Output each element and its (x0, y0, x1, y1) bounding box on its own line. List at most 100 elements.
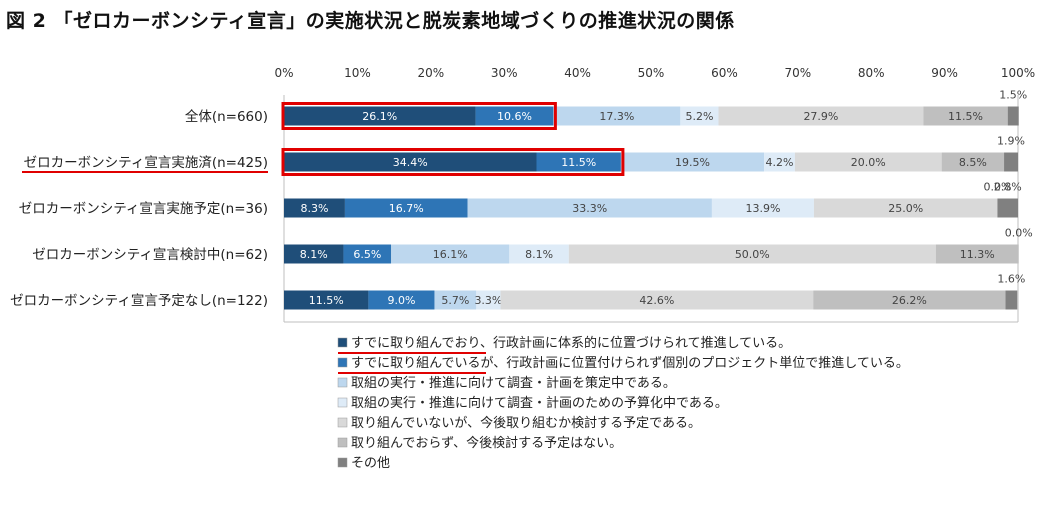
data-label: 0.0% (1005, 227, 1033, 240)
legend-label: 取組の実行・推進に向けて調査・計画のための予算化中である。 (351, 395, 728, 411)
legend-swatch (337, 437, 348, 448)
data-label: 50.0% (735, 248, 770, 261)
bar-segment (284, 198, 345, 218)
bar-segment (718, 106, 924, 126)
data-label: 13.9% (745, 202, 780, 215)
bar-segment (434, 290, 477, 310)
bar-segment (935, 244, 1019, 264)
legend-label: 取り組んでいないが、今後取り組むか検討する予定である。 (351, 415, 701, 431)
category-label: ゼロカーボンシティ宣言実施予定(n=36) (19, 201, 268, 217)
data-label: 0.0% (983, 181, 1011, 194)
legend-swatch (337, 377, 348, 388)
bar-segment (1004, 152, 1018, 172)
x-tick-label: 60% (711, 66, 738, 80)
x-tick-label: 40% (564, 66, 591, 80)
x-tick-label: 70% (784, 66, 811, 80)
bar-segment (343, 244, 392, 264)
figure-title: 図 2 「ゼロカーボンシティ宣言」の実施状況と脱炭素地域づくりの推進状況の関係 (6, 10, 735, 32)
bar-segment (997, 198, 1018, 218)
data-label: 19.5% (675, 156, 710, 169)
bar-segment (475, 106, 554, 126)
bar-segment (368, 290, 435, 310)
data-label: 17.3% (599, 110, 634, 123)
data-label: 8.3% (300, 202, 328, 215)
legend-swatch (337, 457, 348, 468)
bar-segment (500, 290, 814, 310)
legend-label: すでに取り組んでおり、行政計画に体系的に位置づけられて推進している。 (351, 335, 791, 351)
data-label: 4.2% (765, 156, 793, 169)
bar-segment (284, 290, 369, 310)
bar-segment (284, 152, 537, 172)
legend-label: 取り組んでおらず、今後検討する予定はない。 (351, 435, 622, 451)
data-label: 16.1% (433, 248, 468, 261)
data-label: 11.5% (948, 110, 983, 123)
data-label: 34.4% (393, 156, 428, 169)
bar-segment (923, 106, 1008, 126)
data-label: 9.0% (387, 294, 415, 307)
data-label: 1.5% (999, 89, 1027, 102)
legend-swatch (337, 337, 348, 348)
data-label: 5.7% (441, 294, 469, 307)
data-label: 8.5% (959, 156, 987, 169)
x-tick-label: 30% (491, 66, 518, 80)
bar-segment (711, 198, 814, 218)
x-tick-label: 20% (417, 66, 444, 80)
highlight-box (281, 102, 557, 130)
data-label: 27.9% (803, 110, 838, 123)
data-label: 1.6% (997, 273, 1025, 286)
data-label: 2.8% (994, 181, 1022, 194)
highlight-box (281, 148, 625, 176)
x-tick-label: 100% (1001, 66, 1035, 80)
x-tick-label: 0% (274, 66, 293, 80)
bar-segment (568, 244, 936, 264)
data-label: 16.7% (389, 202, 424, 215)
bar-segment (813, 290, 1006, 310)
bar-segment (344, 198, 468, 218)
bar-segment (476, 290, 501, 310)
bar-segment (536, 152, 621, 172)
data-label: 5.2% (685, 110, 713, 123)
bar-segment (794, 152, 942, 172)
category-label: ゼロカーボンシティ宣言実施済(n=425) (24, 155, 268, 171)
data-label: 26.2% (892, 294, 927, 307)
data-label: 11.3% (960, 248, 995, 261)
x-tick-label: 10% (344, 66, 371, 80)
category-label: ゼロカーボンシティ宣言予定なし(n=122) (10, 293, 268, 309)
bar-segment (813, 198, 998, 218)
data-label: 3.3% (474, 294, 502, 307)
data-label: 6.5% (353, 248, 381, 261)
x-tick-label: 50% (638, 66, 665, 80)
legend-swatch (337, 397, 348, 408)
bar-segment (284, 244, 344, 264)
bar-segment (941, 152, 1005, 172)
data-label: 11.5% (561, 156, 596, 169)
data-label: 25.0% (888, 202, 923, 215)
bar-segment (391, 244, 510, 264)
data-label: 10.6% (497, 110, 532, 123)
legend-label: その他 (351, 456, 390, 471)
bar-segment (620, 152, 765, 172)
data-label: 33.3% (572, 202, 607, 215)
bar-segment (764, 152, 795, 172)
data-label: 11.5% (309, 294, 344, 307)
bar-segment (1007, 106, 1019, 126)
bar-segment (509, 244, 569, 264)
category-label: 全体(n=660) (185, 108, 268, 125)
bar-segment (467, 198, 712, 218)
data-label: 42.6% (639, 294, 674, 307)
data-label: 26.1% (362, 110, 397, 123)
x-tick-label: 80% (858, 66, 885, 80)
data-label: 8.1% (300, 248, 328, 261)
legend-swatch (337, 357, 348, 368)
x-tick-label: 90% (931, 66, 958, 80)
bar-segment (680, 106, 719, 126)
legend-label: すでに取り組んでいるが、行政計画に位置付けられず個別のプロジェクト単位で推進して… (351, 355, 909, 371)
bar-segment (553, 106, 681, 126)
data-label: 1.9% (997, 135, 1025, 148)
legend-label: 取組の実行・推進に向けて調査・計画を策定中である。 (351, 375, 676, 391)
category-label: ゼロカーボンシティ宣言検討中(n=62) (32, 247, 268, 263)
bar-segment (284, 106, 476, 126)
data-label: 20.0% (851, 156, 886, 169)
legend-swatch (337, 417, 348, 428)
